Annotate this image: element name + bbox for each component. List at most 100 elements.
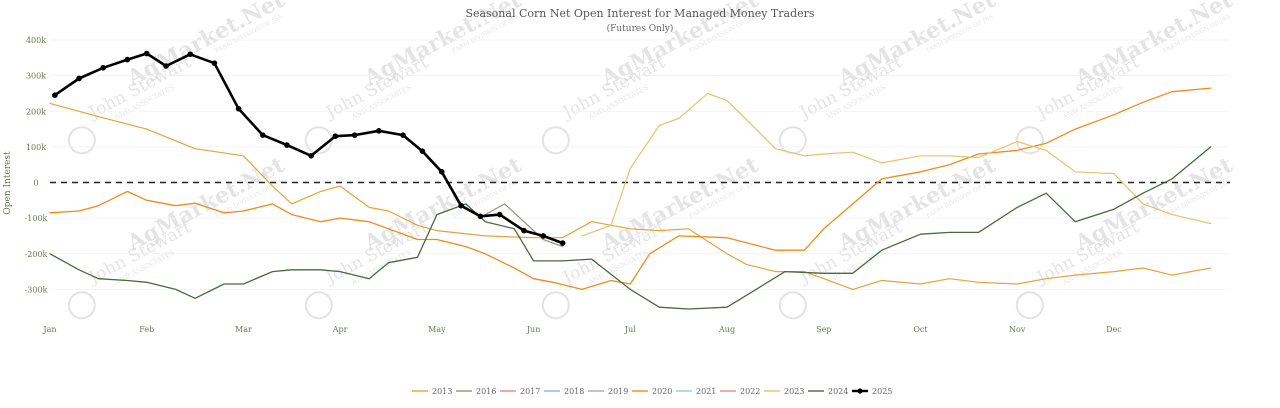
x-axis-ticks: Jan Feb Mar Apr May Jun Jul Aug Sep Oct Nov Dec [42,325,1122,334]
chart-subtitle: (Futures Only) [607,23,674,34]
y-tick-label: 0 [33,179,38,188]
series-point-2025 [419,148,426,154]
legend-item-2016[interactable]: 2016 [456,387,496,396]
legend-item-2017[interactable]: 2017 [500,387,540,396]
series-line-2016 [484,203,564,248]
x-tick-label: Jan [42,325,56,334]
y-tick-label: 200k [26,107,46,116]
series-point-2025 [540,233,547,239]
series-layer [49,50,1212,310]
watermark-brand: AgMarket.Net [1070,152,1237,257]
series-point-2025 [477,213,484,220]
watermark-logo-icon [778,291,807,320]
series-line-2025 [53,52,564,245]
series-line-2023 [581,92,1212,237]
watermark-brand: AgMarket.Net [1070,0,1237,92]
x-tick-label: May [428,325,446,334]
legend-label: 2020 [652,387,672,396]
series-point-2025 [76,75,82,82]
y-axis-label: Open Interest [3,151,13,215]
legend[interactable]: 2013 2016 2017 2018 2019 2020 2021 2022 2023 2024… [412,387,892,396]
x-tick-label: Sep [816,325,831,334]
legend-label: 2016 [476,387,496,396]
series-point-2025 [284,142,290,148]
y-tick-label: 400k [26,36,46,45]
legend-item-2013[interactable]: 2013 [412,387,452,396]
x-tick-label: Nov [1009,325,1026,334]
series-point-2025 [143,50,150,57]
watermark-brand: AgMarket.Net [122,0,289,92]
series-point-2025 [124,56,131,63]
legend-label: 2017 [520,387,540,396]
legend-item-2024[interactable]: 2024 [808,387,848,396]
series-line-2024 [49,146,1212,310]
series-line-2013 [49,102,1212,290]
watermark-logo-icon [778,126,807,155]
series-point-2025 [559,240,566,246]
series-point-2025 [458,202,464,209]
legend-label: 2025 [872,387,892,396]
watermark-logo-icon [541,126,570,155]
legend-item-2020[interactable]: 2020 [632,387,672,396]
legend-label: 2022 [740,387,760,396]
watermark-logo-icon [1015,291,1044,320]
y-tick-label: 300k [26,72,46,81]
series-line-2020 [49,87,1212,291]
x-tick-label: Jul [624,325,636,334]
series-point-2025 [100,64,106,71]
series-point-2025 [521,227,527,234]
watermark-brand: AgMarket.Net [833,0,1000,92]
series-point-2025 [163,63,169,69]
legend-item-2025[interactable]: 2025 [852,387,892,396]
legend-label: 2019 [608,387,628,396]
x-tick-label: Dec [1106,325,1122,334]
x-tick-label: Jun [526,325,541,334]
series-point-2025 [187,51,194,58]
x-tick-label: Aug [718,325,735,334]
watermark-logo-icon [304,126,333,155]
series-point-2025 [308,152,314,159]
series-point-2025 [438,169,445,175]
legend-item-2022[interactable]: 2022 [720,387,760,396]
series-point-2025 [52,92,58,99]
y-tick-label: -300k [25,285,48,294]
series-point-2025 [235,105,242,112]
x-tick-label: Mar [235,325,252,334]
watermark-brand: AgMarket.Net [122,152,289,257]
legend-label: 2018 [564,387,584,396]
legend-item-2023[interactable]: 2023 [764,387,804,396]
legend-label: 2013 [432,387,452,396]
legend-item-2021[interactable]: 2021 [676,387,716,396]
chart-title: Seasonal Corn Net Open Interest for Mana… [465,7,814,20]
legend-item-2018[interactable]: 2018 [544,387,584,396]
y-tick-label: -100k [25,214,48,223]
series-point-2025 [259,132,266,138]
legend-label: 2021 [696,387,716,396]
watermark-logo-icon [541,291,570,320]
y-axis-ticks: 400k 300k 200k 100k 0 -100k -200k -300k [25,36,48,294]
legend-item-2019[interactable]: 2019 [588,387,628,396]
watermark-brand: AgMarket.Net [833,152,1000,257]
y-tick-label: 100k [26,143,46,152]
series-point-2025 [332,133,339,139]
legend-marker [857,388,863,394]
watermark-logo-icon [67,291,96,320]
watermark-logo-icon [1015,126,1044,155]
series-point-2025 [496,211,503,218]
watermark-logo-icon [304,291,333,320]
gridlines [50,39,1230,290]
series-point-2025 [351,132,358,138]
x-tick-label: Apr [332,325,348,334]
series-point-2025 [211,60,218,66]
legend-label: 2024 [828,387,848,396]
watermark-logo-icon [67,126,96,155]
x-tick-label: Feb [139,325,154,334]
